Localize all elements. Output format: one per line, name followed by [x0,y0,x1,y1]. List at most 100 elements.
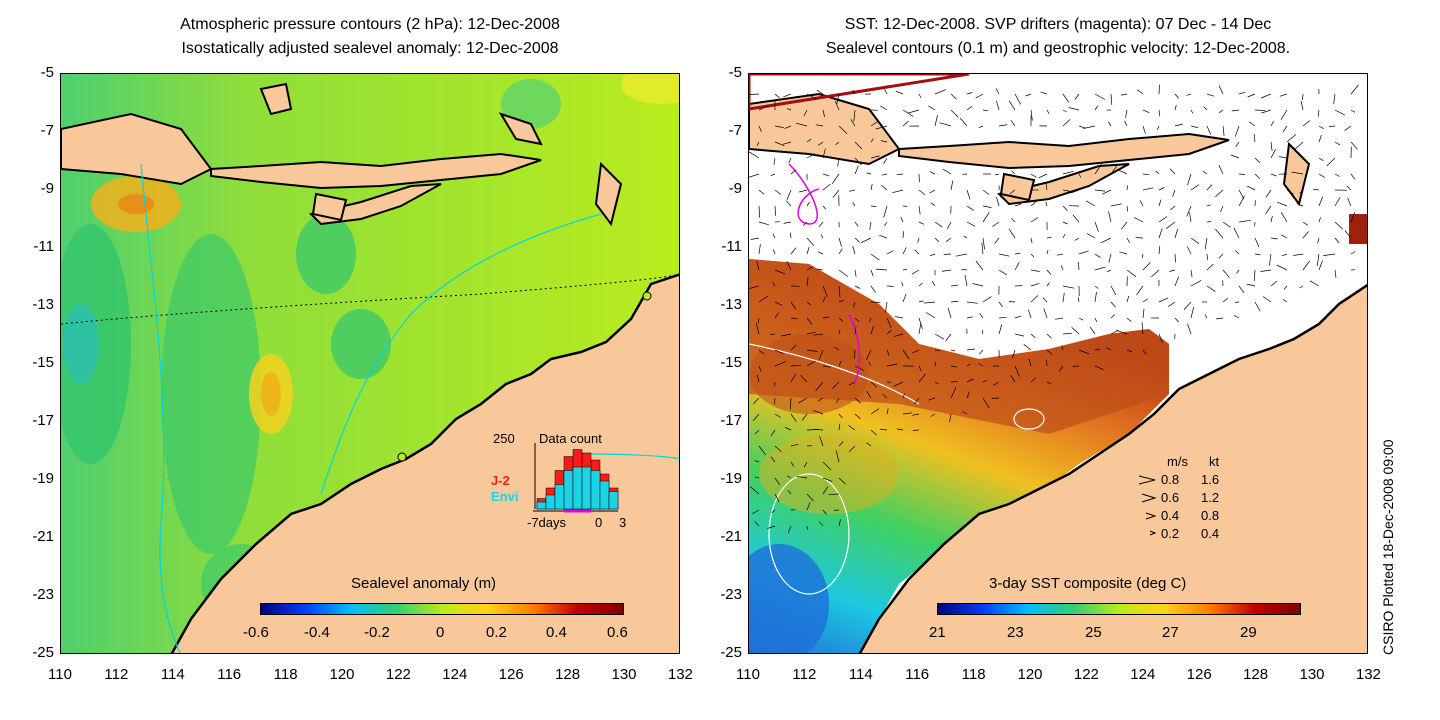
velocity-arrow [918,189,926,196]
velocity-arrow [1286,134,1297,143]
velocity-arrow [838,519,841,527]
velocity-arrow [1110,203,1122,207]
velocity-arrow [928,397,936,401]
velocity-arrow [972,283,984,287]
velocity-arrow [1236,269,1240,274]
velocity-arrow [1014,262,1020,271]
velocity-arrow [978,125,984,129]
velocity-arrow [1174,253,1176,263]
velocity-arrow [1126,349,1133,353]
velocity-arrow [796,475,808,479]
velocity-arrow [806,317,813,325]
left-x-tick: 128 [555,666,581,683]
velocity-arrow [754,476,760,479]
velocity-arrow [1158,199,1162,207]
velocity-arrow [771,509,776,513]
velocity-arrow [950,300,959,303]
left-y-tick: -7 [40,122,54,139]
right-map[interactable]: m/s kt 0.8 1.6 0.6 1.2 0.4 0.8 0.2 0.4 3… [748,73,1368,654]
velocity-arrow [866,390,872,399]
velocity-arrow [875,268,888,271]
velocity-arrow [982,380,987,383]
velocity-arrow [1139,200,1144,207]
velocity-arrow [1142,308,1145,319]
velocity-arrow [1008,100,1016,111]
velocity-arrow [1174,123,1183,127]
velocity-arrow [1350,212,1356,223]
velocity-arrow [1220,205,1224,213]
velocity-arrow [1156,125,1160,130]
velocity-arrow [757,317,760,324]
velocity-arrow [998,316,1007,319]
velocity-arrow [1094,105,1099,111]
velocity-arrow [1344,125,1352,131]
velocity-arrow [1302,120,1310,127]
velocity-arrow [1282,125,1288,133]
velocity-arrow [836,93,840,105]
velocity-arrow [918,300,924,303]
velocity-arrow [749,285,760,289]
velocity-arrow [982,189,990,195]
right-map-canvas [749,74,1367,653]
velocity-arrow [818,221,824,227]
velocity-arrow [1296,203,1304,207]
velocity-arrow [1254,237,1260,248]
right-x-tick: 128 [1243,666,1269,683]
left-map-canvas [61,74,679,653]
velocity-arrow [838,237,842,247]
plotted-timestamp: CSIRO Plotted 18-Dec-2008 09:00 [1380,439,1396,655]
velocity-arrow [822,477,833,482]
left-x-tick: 120 [329,666,355,683]
velocity-arrow [961,269,968,271]
velocity-arrow [813,410,824,415]
velocity-arrow [866,442,872,447]
velocity-arrow [1059,365,1064,372]
speed-legend: m/s kt 0.8 1.6 0.6 1.2 0.4 0.8 0.2 0.4 [1129,454,1239,544]
velocity-arrow [993,381,1000,386]
velocity-arrow [1062,233,1066,239]
velocity-arrow [1253,134,1256,143]
velocity-arrow [979,313,984,319]
velocity-arrow [1238,219,1251,223]
left-map[interactable]: 250 Data count J-2 Envi -7days 0 3 Seale… [60,73,680,654]
left-x-tick: 132 [667,666,693,683]
velocity-arrow [902,412,913,415]
velocity-arrow [870,138,874,143]
velocity-arrow [817,251,824,255]
velocity-arrow [883,157,888,164]
velocity-arrow [912,413,920,416]
velocity-arrow [1071,327,1080,335]
velocity-arrow [966,348,976,351]
velocity-arrow [934,361,937,367]
velocity-arrow [848,445,856,452]
velocity-arrow [996,196,1000,207]
velocity-arrow [1086,233,1096,239]
velocity-arrow [860,237,872,244]
velocity-arrow [1078,125,1086,129]
velocity-arrow [787,489,792,495]
velocity-arrow [1206,253,1208,260]
inset-bar-envi [536,501,547,510]
velocity-arrow [774,125,784,128]
left-y-tick: -23 [32,586,54,603]
velocity-arrow [870,184,873,191]
velocity-arrow [852,89,856,95]
velocity-arrow [918,221,924,225]
velocity-arrow [838,269,849,277]
velocity-arrow [828,493,840,496]
velocity-arrow [819,436,824,447]
velocity-arrow [1350,109,1356,113]
left-title-line1: Atmospheric pressure contours (2 hPa): 1… [180,16,560,33]
velocity-arrow [886,349,890,357]
velocity-arrow [1202,170,1208,175]
velocity-arrow [790,344,797,351]
velocity-arrow [892,189,904,194]
velocity-arrow [806,301,811,306]
velocity-arrow [1083,125,1096,129]
velocity-arrow [1046,249,1049,255]
legend-kt-3: 0.4 [1201,526,1220,541]
velocity-arrow [1187,173,1192,186]
velocity-arrow [959,117,968,127]
velocity-arrow [1142,349,1147,355]
velocity-arrow [1347,197,1352,207]
